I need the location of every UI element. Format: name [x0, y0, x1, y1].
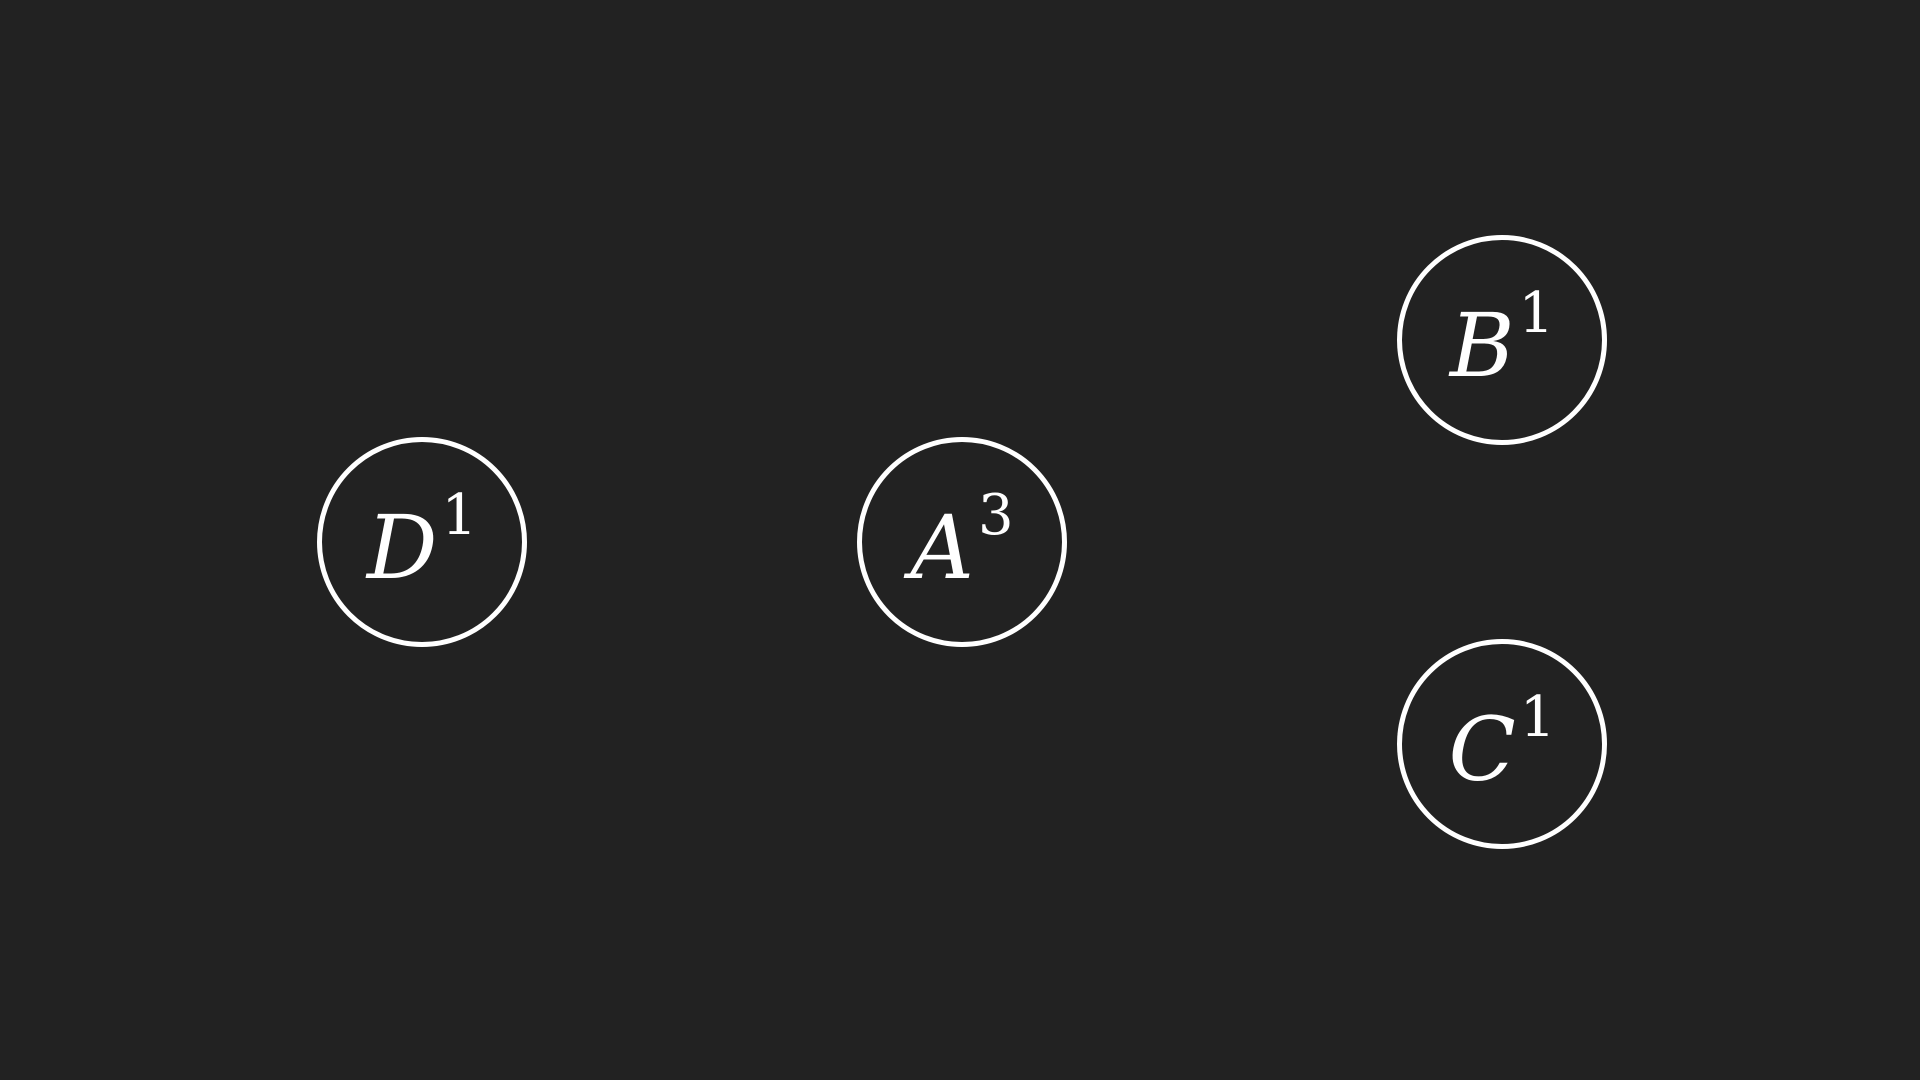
node-d-letter: D — [366, 496, 438, 599]
node-a-superscript: 3 — [977, 483, 1014, 548]
node-b-letter: B — [1449, 294, 1515, 397]
node-b-superscript: 1 — [1518, 281, 1555, 346]
node-d-superscript: 1 — [441, 483, 478, 548]
node-a-letter: A — [910, 496, 974, 599]
node-c-letter: C — [1448, 698, 1516, 801]
node-c-superscript: 1 — [1519, 685, 1556, 750]
